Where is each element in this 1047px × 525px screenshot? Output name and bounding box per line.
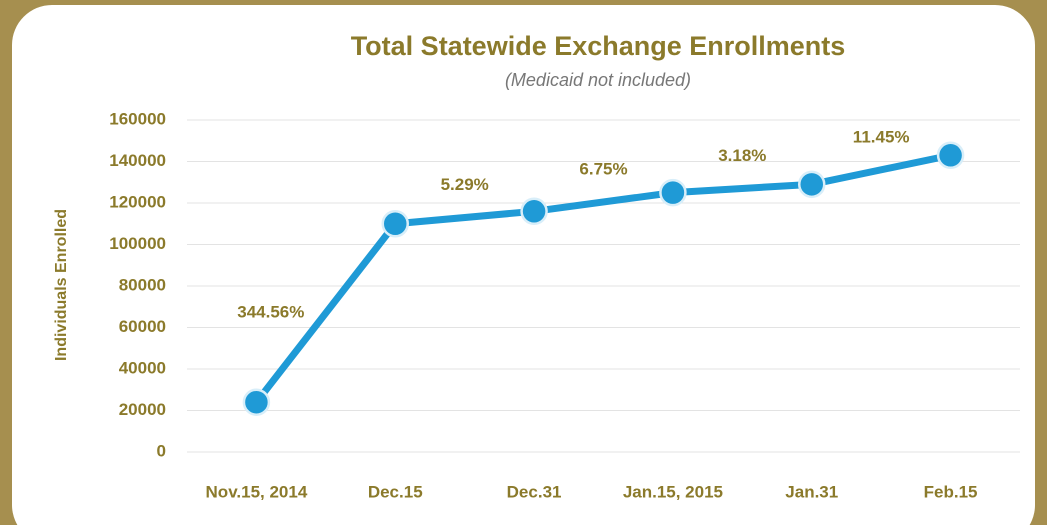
x-tick-label: Jan.15, 2015 — [623, 482, 723, 501]
marker — [798, 170, 826, 199]
line — [253, 151, 952, 405]
x-tick-label: Dec.15 — [368, 482, 423, 501]
y-tick-label: 0 — [157, 441, 166, 460]
x-tick-label: Feb.15 — [924, 482, 978, 501]
y-tick-label: 40000 — [119, 358, 166, 377]
y-tick-label: 100000 — [109, 234, 166, 253]
annotation: 344.56% — [237, 302, 304, 321]
annotation: 3.18% — [718, 146, 766, 165]
y-tick-label: 160000 — [109, 109, 166, 128]
marker — [381, 210, 409, 238]
y-tick-label: 140000 — [109, 151, 166, 170]
x-tick-label: Nov.15, 2014 — [206, 482, 308, 501]
marker — [242, 388, 271, 416]
y-tick-label: 120000 — [109, 192, 166, 211]
marker — [659, 178, 687, 207]
annotation: 5.29% — [441, 175, 489, 194]
marker — [520, 197, 548, 226]
x-tick-label: Jan.31 — [785, 482, 838, 501]
marker — [936, 141, 965, 170]
y-tick-label: 60000 — [119, 317, 166, 336]
annotation: 11.45% — [853, 127, 910, 146]
y-axis-label: Individuals Enrolled — [53, 209, 70, 361]
annotation: 6.75% — [579, 159, 627, 178]
y-tick-label: 80000 — [119, 275, 166, 294]
x-tick-label: Dec.31 — [507, 482, 562, 501]
chart-title: Total Statewide Exchange Enrollments — [351, 31, 846, 61]
chart-subtitle: (Medicaid not included) — [505, 70, 691, 90]
y-tick-label: 20000 — [119, 400, 166, 419]
